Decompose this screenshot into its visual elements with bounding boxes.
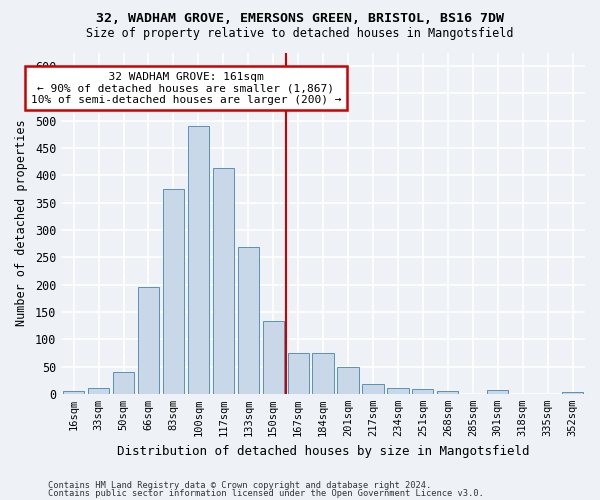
Bar — [213, 168, 234, 394]
Bar — [337, 366, 359, 394]
Bar — [313, 354, 334, 394]
X-axis label: Distribution of detached houses by size in Mangotsfield: Distribution of detached houses by size … — [117, 444, 529, 458]
Bar — [113, 372, 134, 394]
Bar — [63, 391, 84, 394]
Bar — [163, 189, 184, 394]
Bar — [437, 391, 458, 394]
Bar — [88, 388, 109, 394]
Text: Contains HM Land Registry data © Crown copyright and database right 2024.: Contains HM Land Registry data © Crown c… — [48, 480, 431, 490]
Bar — [362, 384, 383, 394]
Bar — [238, 248, 259, 394]
Bar — [188, 126, 209, 394]
Bar — [562, 392, 583, 394]
Bar — [138, 288, 159, 394]
Y-axis label: Number of detached properties: Number of detached properties — [15, 120, 28, 326]
Bar — [388, 388, 409, 394]
Bar — [287, 354, 309, 394]
Bar — [487, 390, 508, 394]
Bar — [412, 390, 433, 394]
Text: Contains public sector information licensed under the Open Government Licence v3: Contains public sector information licen… — [48, 489, 484, 498]
Text: 32, WADHAM GROVE, EMERSONS GREEN, BRISTOL, BS16 7DW: 32, WADHAM GROVE, EMERSONS GREEN, BRISTO… — [96, 12, 504, 26]
Text: 32 WADHAM GROVE: 161sqm  
← 90% of detached houses are smaller (1,867)
10% of se: 32 WADHAM GROVE: 161sqm ← 90% of detache… — [31, 72, 341, 105]
Text: Size of property relative to detached houses in Mangotsfield: Size of property relative to detached ho… — [86, 28, 514, 40]
Bar — [263, 321, 284, 394]
